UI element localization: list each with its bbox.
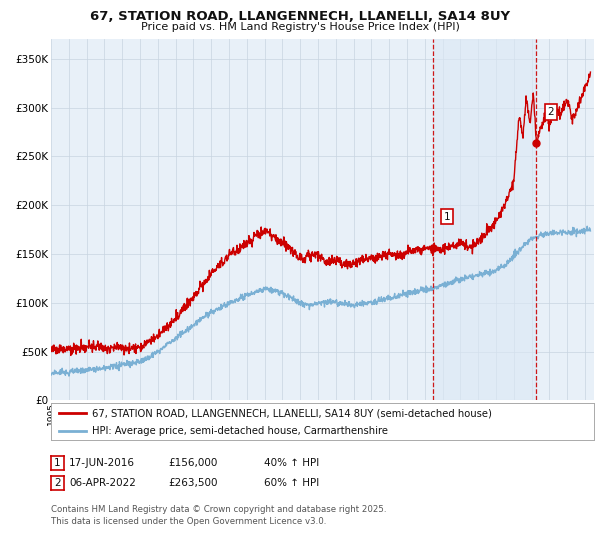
Text: 67, STATION ROAD, LLANGENNECH, LLANELLI, SA14 8UY: 67, STATION ROAD, LLANGENNECH, LLANELLI,… [90, 10, 510, 23]
Text: 1: 1 [444, 212, 451, 222]
Text: 40% ↑ HPI: 40% ↑ HPI [264, 459, 319, 468]
Text: 67, STATION ROAD, LLANGENNECH, LLANELLI, SA14 8UY (semi-detached house): 67, STATION ROAD, LLANGENNECH, LLANELLI,… [92, 408, 491, 418]
Text: 60% ↑ HPI: 60% ↑ HPI [264, 478, 319, 488]
Text: 06-APR-2022: 06-APR-2022 [69, 478, 136, 488]
Text: HPI: Average price, semi-detached house, Carmarthenshire: HPI: Average price, semi-detached house,… [92, 426, 388, 436]
Bar [433, 39, 536, 400]
Text: 2: 2 [54, 478, 61, 488]
Text: £263,500: £263,500 [168, 478, 218, 488]
Text: 2: 2 [547, 107, 554, 117]
Text: 1: 1 [54, 459, 61, 468]
Text: Price paid vs. HM Land Registry's House Price Index (HPI): Price paid vs. HM Land Registry's House … [140, 22, 460, 32]
Text: Contains HM Land Registry data © Crown copyright and database right 2025.
This d: Contains HM Land Registry data © Crown c… [51, 505, 386, 526]
Text: £156,000: £156,000 [168, 459, 217, 468]
Text: 17-JUN-2016: 17-JUN-2016 [69, 459, 135, 468]
